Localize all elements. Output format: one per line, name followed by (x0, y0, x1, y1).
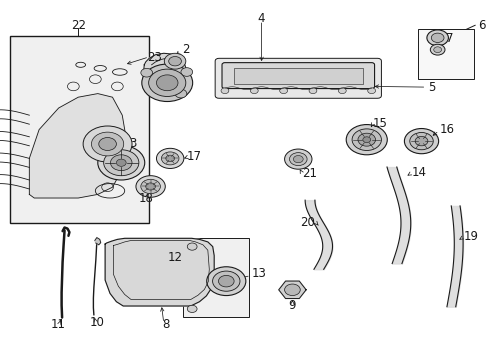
Text: 2: 2 (182, 43, 189, 56)
Text: 10: 10 (89, 316, 104, 329)
Text: 21: 21 (302, 167, 317, 180)
Circle shape (346, 125, 386, 155)
Polygon shape (278, 281, 305, 298)
Circle shape (430, 33, 443, 42)
Circle shape (357, 133, 375, 146)
Circle shape (161, 152, 179, 165)
Text: 3: 3 (129, 137, 137, 150)
Circle shape (206, 267, 245, 296)
Circle shape (141, 68, 152, 77)
Circle shape (284, 149, 311, 169)
FancyBboxPatch shape (215, 58, 381, 98)
Text: 19: 19 (463, 230, 478, 243)
Text: 15: 15 (372, 117, 386, 130)
Text: 11: 11 (50, 318, 65, 331)
Text: 16: 16 (439, 123, 454, 136)
Circle shape (141, 179, 160, 194)
Circle shape (362, 137, 370, 143)
Text: 1: 1 (102, 141, 110, 154)
Circle shape (187, 305, 197, 312)
Bar (417, 29, 473, 79)
Circle shape (142, 64, 192, 102)
Polygon shape (143, 53, 187, 97)
Circle shape (175, 89, 186, 98)
Circle shape (289, 153, 306, 166)
Circle shape (99, 138, 116, 150)
Polygon shape (95, 238, 101, 245)
Text: 8: 8 (162, 318, 170, 331)
Text: 9: 9 (288, 299, 296, 312)
Circle shape (338, 88, 346, 94)
Bar (10, 36, 149, 223)
Text: 5: 5 (427, 81, 434, 94)
Circle shape (136, 176, 165, 197)
Circle shape (148, 69, 185, 96)
Circle shape (293, 156, 303, 163)
Circle shape (212, 271, 240, 291)
Circle shape (145, 183, 155, 190)
Circle shape (116, 159, 126, 166)
Circle shape (351, 129, 381, 150)
Text: 18: 18 (138, 192, 153, 205)
Circle shape (91, 132, 123, 156)
Circle shape (156, 148, 183, 168)
Circle shape (426, 30, 447, 46)
Polygon shape (105, 238, 214, 306)
Circle shape (165, 155, 174, 162)
Circle shape (433, 47, 441, 53)
Circle shape (414, 136, 427, 146)
Text: 17: 17 (186, 150, 202, 163)
Text: 13: 13 (251, 267, 266, 280)
Text: 14: 14 (411, 166, 426, 179)
Circle shape (308, 88, 316, 94)
Text: 20: 20 (300, 216, 315, 229)
Circle shape (83, 126, 132, 162)
Circle shape (98, 145, 144, 180)
Circle shape (404, 129, 438, 154)
Bar (233, 68, 362, 84)
Circle shape (187, 243, 197, 250)
Bar (183, 238, 249, 317)
Polygon shape (29, 94, 127, 198)
Text: 12: 12 (167, 251, 182, 264)
Circle shape (164, 53, 185, 69)
Circle shape (367, 88, 375, 94)
Text: 7: 7 (445, 32, 452, 45)
Circle shape (221, 88, 228, 94)
Circle shape (409, 132, 432, 150)
FancyBboxPatch shape (222, 63, 374, 89)
Circle shape (103, 150, 139, 176)
Text: 4: 4 (257, 12, 265, 24)
Text: 6: 6 (477, 19, 485, 32)
Circle shape (284, 284, 300, 296)
Circle shape (279, 88, 287, 94)
Circle shape (168, 57, 181, 66)
Circle shape (218, 275, 234, 287)
Circle shape (250, 88, 258, 94)
Circle shape (110, 155, 132, 171)
Circle shape (156, 75, 178, 91)
Text: 22: 22 (71, 19, 85, 32)
Circle shape (429, 44, 444, 55)
Circle shape (181, 68, 192, 76)
Text: 23: 23 (146, 51, 161, 64)
